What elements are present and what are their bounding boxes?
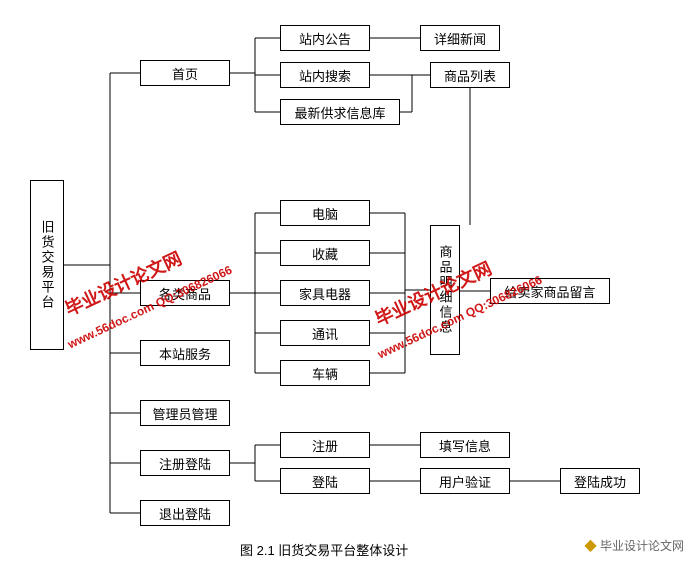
node-goods-list: 商品列表 xyxy=(430,62,510,88)
node-search: 站内搜索 xyxy=(280,62,370,88)
node-computer: 电脑 xyxy=(280,200,370,226)
site-logo: ◆ 毕业设计论文网 xyxy=(584,535,684,555)
node-login: 登陆 xyxy=(280,468,370,494)
node-announcement: 站内公告 xyxy=(280,25,370,51)
node-collection: 收藏 xyxy=(280,240,370,266)
node-latest-info: 最新供求信息库 xyxy=(280,99,400,125)
node-fill-info: 填写信息 xyxy=(420,432,510,458)
node-logout: 退出登陆 xyxy=(140,500,230,526)
node-vehicle: 车辆 xyxy=(280,360,370,386)
node-goods-detail: 商品明细信息 xyxy=(430,225,460,355)
node-register-login: 注册登陆 xyxy=(140,450,230,476)
node-home: 首页 xyxy=(140,60,230,86)
node-leave-message: 给卖家商品留言 xyxy=(490,278,610,304)
node-news-detail: 详细新闻 xyxy=(420,25,500,51)
root-node: 旧货交易平台 xyxy=(30,180,64,350)
node-categories: 各类商品 xyxy=(140,280,230,306)
figure-caption: 图 2.1 旧货交易平台整体设计 xyxy=(240,540,408,559)
node-furniture: 家具电器 xyxy=(280,280,370,306)
node-service: 本站服务 xyxy=(140,340,230,366)
node-verify: 用户验证 xyxy=(420,468,510,494)
node-telecom: 通讯 xyxy=(280,320,370,346)
node-register: 注册 xyxy=(280,432,370,458)
node-admin: 管理员管理 xyxy=(140,400,230,426)
node-login-success: 登陆成功 xyxy=(560,468,640,494)
watermark-url: www.56doc.com QQ:306826066 xyxy=(65,263,234,352)
